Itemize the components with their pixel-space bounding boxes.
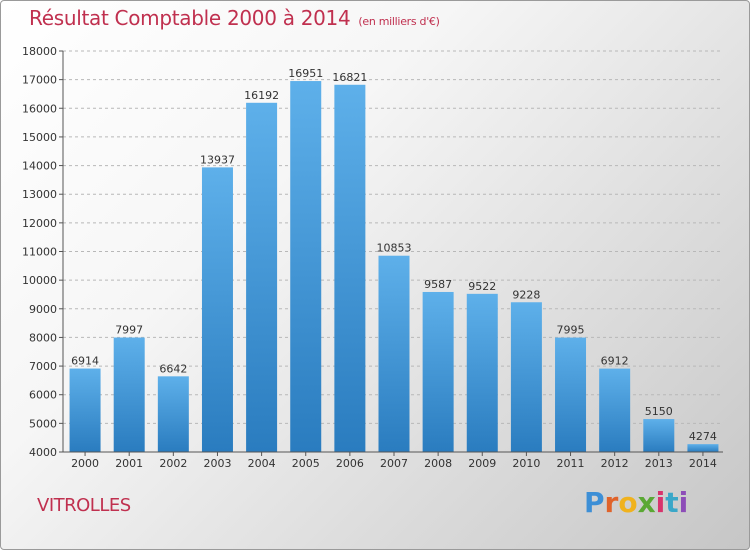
y-tick-label: 18000 [22, 45, 57, 58]
bar-2013 [643, 419, 675, 452]
x-tick-label: 2012 [601, 457, 629, 470]
logo-letter: i [655, 486, 666, 519]
value-label: 16951 [288, 67, 323, 80]
value-label: 4274 [689, 430, 717, 443]
bar-2003 [201, 167, 233, 453]
value-label: 9587 [424, 278, 452, 291]
bar-2000 [69, 368, 101, 452]
x-tick-label: 2007 [380, 457, 408, 470]
y-tick-label: 7000 [29, 360, 57, 373]
x-tick-label: 2006 [336, 457, 364, 470]
x-tick-label: 2009 [468, 457, 496, 470]
chart-title-text: Résultat Comptable 2000 à 2014 [29, 6, 351, 30]
x-tick-label: 2013 [645, 457, 673, 470]
value-label: 7997 [115, 324, 143, 337]
bar-2004 [246, 102, 278, 452]
value-label: 13937 [200, 153, 235, 166]
bar-2008 [422, 291, 454, 452]
y-tick-label: 17000 [22, 74, 57, 87]
value-label: 6642 [159, 362, 187, 375]
y-tick-label: 11000 [22, 246, 57, 259]
value-label: 10853 [377, 242, 412, 255]
value-label: 9228 [512, 288, 540, 301]
bar-2009 [466, 293, 498, 452]
x-tick-label: 2008 [424, 457, 452, 470]
x-tick-label: 2002 [159, 457, 187, 470]
bar-2010 [510, 302, 542, 452]
y-tick-label: 4000 [29, 446, 57, 459]
x-axis: 2000 2001 2002 2003 2004 2005 2006 2007 2008 2009… [63, 451, 723, 470]
value-label: 16192 [244, 89, 279, 102]
proxiti-logo: Proxiti [584, 486, 688, 519]
value-label: 16821 [332, 71, 367, 84]
chart-subtitle: (en milliers d'€) [358, 15, 440, 28]
x-tick-label: 2011 [557, 457, 585, 470]
x-tick-label: 2000 [71, 457, 99, 470]
logo-letter: t [665, 486, 679, 519]
y-tick-label: 14000 [22, 160, 57, 173]
bar-2006 [334, 84, 366, 452]
x-tick-label: 2014 [689, 457, 717, 470]
value-label: 9522 [468, 280, 496, 293]
bar-2005 [290, 81, 322, 452]
x-tick-label: 2010 [512, 457, 540, 470]
y-tick-label: 8000 [29, 331, 57, 344]
y-tick-label: 5000 [29, 417, 57, 430]
chart-title: Résultat Comptable 2000 à 2014 (en millie… [29, 6, 440, 30]
x-tick-label: 2004 [248, 457, 276, 470]
bars: 6914 7997 6642 13937 16192 16951 16821 10853 958… [69, 67, 719, 453]
x-tick-label: 2005 [292, 457, 320, 470]
bar-2012 [599, 368, 631, 452]
value-label: 6914 [71, 355, 99, 368]
logo-letter: o [618, 486, 638, 519]
y-tick-label: 9000 [29, 303, 57, 316]
y-tick-label: 12000 [22, 217, 57, 230]
logo-letter: i [678, 486, 689, 519]
y-tick-label: 13000 [22, 188, 57, 201]
y-tick-label: 16000 [22, 102, 57, 115]
y-axis: 4000 5000 6000 7000 8000 9000 10000 11000 12000 1… [22, 45, 64, 459]
y-tick-label: 10000 [22, 274, 57, 287]
x-tick-label: 2003 [203, 457, 231, 470]
value-label: 6912 [601, 355, 629, 368]
bar-2011 [555, 337, 587, 452]
commune-name: VITROLLES [37, 495, 131, 516]
y-tick-label: 15000 [22, 131, 57, 144]
bar-2002 [157, 376, 189, 452]
logo-letter: r [604, 486, 619, 519]
bar-2014 [687, 444, 719, 452]
bar-2001 [113, 337, 145, 452]
value-label: 5150 [645, 405, 673, 418]
logo-letter: P [584, 486, 605, 519]
bar-2007 [378, 255, 410, 452]
x-tick-label: 2001 [115, 457, 143, 470]
logo-letter: x [637, 486, 656, 519]
value-label: 7995 [557, 324, 585, 337]
y-tick-label: 6000 [29, 389, 57, 402]
